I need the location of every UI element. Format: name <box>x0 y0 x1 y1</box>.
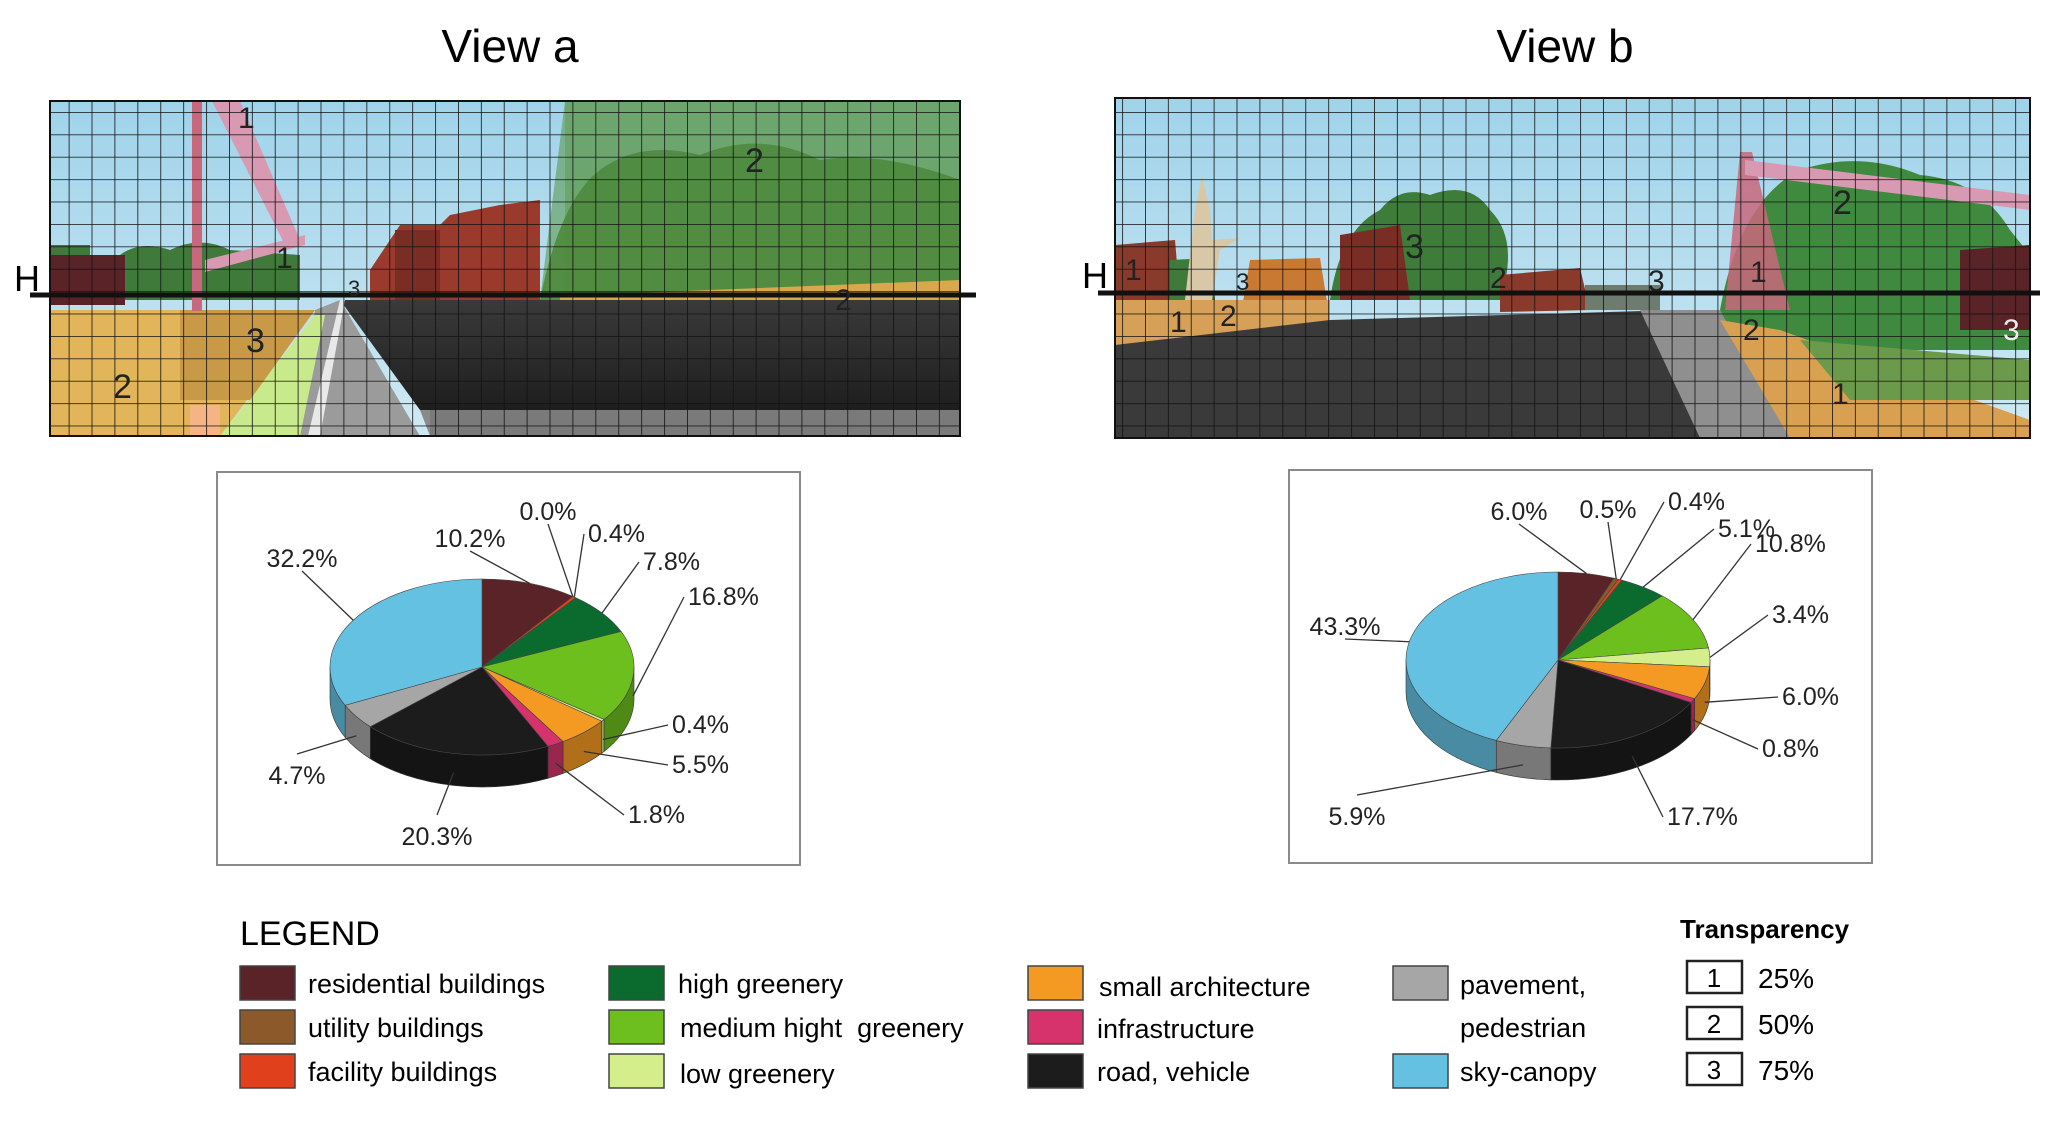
view-b-zone-label: 2 <box>1490 262 1507 295</box>
legend-swatch <box>1028 966 1083 1000</box>
pie-data-label: 10.8% <box>1755 530 1826 558</box>
transparency-key-label: 2 <box>1707 1009 1721 1039</box>
legend-title: LEGEND <box>240 915 380 953</box>
view-a-zone-label: 3 <box>348 276 360 301</box>
view-a-zone-label: 1 <box>238 102 255 135</box>
view-b-zone-label: 1 <box>1170 306 1187 339</box>
pie-data-label: 0.4% <box>588 520 645 548</box>
view-a-zone-label: 3 <box>246 322 265 360</box>
pie-data-label: 16.8% <box>688 583 759 611</box>
transparency-value: 25% <box>1758 963 1814 994</box>
transparency-value: 50% <box>1758 1009 1814 1040</box>
view-b-panorama: H 1 1 1 1 2 2 2 2 3 3 3 3 <box>1082 98 2040 438</box>
pie-data-label: 4.7% <box>269 762 326 790</box>
legend-label: low greenery <box>680 1059 835 1089</box>
transparency-key-label: 3 <box>1707 1055 1721 1085</box>
view-b: View b <box>1082 20 2040 863</box>
pie-data-label: 6.0% <box>1491 498 1548 526</box>
view-a-zone-label: 2 <box>745 142 764 180</box>
legend-label: infrastructure <box>1097 1014 1255 1044</box>
pie-slice-side <box>602 719 604 753</box>
pie-data-label: 0.4% <box>1668 488 1725 516</box>
view-a-horizon-label: H <box>14 258 40 299</box>
legend-label: road, vehicle <box>1097 1057 1250 1087</box>
view-a-title: View a <box>441 20 579 72</box>
view-a: View a <box>14 20 976 865</box>
legend-swatch <box>1393 1054 1448 1088</box>
pie-data-label: 0.0% <box>520 498 577 526</box>
view-b-zone-label: 2 <box>1220 300 1237 333</box>
pie-data-label: 7.8% <box>643 548 700 576</box>
pie-data-label: 0.8% <box>1762 735 1819 763</box>
pie-data-label: 43.3% <box>1310 613 1381 641</box>
legend-label: pavement, <box>1460 970 1586 1000</box>
legend-swatch <box>240 966 295 1000</box>
legend: LEGEND residential buildings utility bui… <box>240 915 1597 1089</box>
legend-label: residential buildings <box>308 969 545 999</box>
legend-label: small architecture <box>1099 972 1311 1002</box>
pie-data-label: 10.2% <box>435 525 506 553</box>
view-b-zone-label: 3 <box>1648 265 1665 298</box>
legend-label: sky-canopy <box>1460 1057 1597 1087</box>
view-b-title: View b <box>1496 20 1633 72</box>
pie-slice-side <box>1691 699 1695 735</box>
transparency-title: Transparency <box>1680 914 1850 944</box>
legend-label: high greenery <box>678 969 844 999</box>
view-a-zone-label: 2 <box>835 284 852 317</box>
transparency-key-label: 1 <box>1707 963 1721 993</box>
pie-slice-side <box>548 741 563 778</box>
legend-swatch <box>609 1054 664 1088</box>
view-b-zone-label: 3 <box>2003 314 2020 347</box>
pie-data-label: 20.3% <box>402 823 473 851</box>
view-b-horizon-label: H <box>1082 255 1108 296</box>
pie-data-label: 5.9% <box>1329 803 1386 831</box>
legend-swatch <box>1393 966 1448 1000</box>
pie-data-label: 32.2% <box>267 545 338 573</box>
view-b-zone-label: 3 <box>1236 269 1249 296</box>
pie-data-label: 0.5% <box>1580 496 1637 524</box>
legend-label: facility buildings <box>308 1057 497 1087</box>
pie-data-label: 0.4% <box>672 711 729 739</box>
legend-swatch <box>240 1010 295 1044</box>
pie-data-label: 5.5% <box>672 751 729 779</box>
legend-swatch <box>240 1054 295 1088</box>
view-a-zone-label: 1 <box>276 242 293 275</box>
view-a-zone-label: 2 <box>113 368 132 406</box>
transparency-value: 75% <box>1758 1055 1814 1086</box>
legend-swatch <box>1028 1010 1083 1044</box>
pie-data-label: 6.0% <box>1782 683 1839 711</box>
pie-data-label: 17.7% <box>1667 803 1738 831</box>
pie-data-label: 3.4% <box>1772 601 1829 629</box>
view-b-zone-label: 3 <box>1405 228 1424 266</box>
pie-data-label: 1.8% <box>628 801 685 829</box>
legend-label: medium hight greenery <box>680 1013 964 1043</box>
legend-swatch <box>1028 1054 1083 1088</box>
legend-label: utility buildings <box>308 1013 484 1043</box>
view-b-zone-label: 1 <box>1832 378 1849 411</box>
view-b-zone-label: 2 <box>1833 184 1852 222</box>
view-b-zone-label: 1 <box>1125 254 1142 287</box>
view-b-zone-label: 1 <box>1750 256 1767 289</box>
legend-swatch <box>609 966 664 1000</box>
legend-swatch <box>609 1010 664 1044</box>
legend-label-line2: pedestrian <box>1460 1013 1586 1043</box>
transparency-key: Transparency 1 25% 2 50% 3 75% <box>1680 914 1850 1086</box>
view-a-panorama: H 1 1 2 2 2 3 3 <box>14 101 976 436</box>
view-b-zone-label: 2 <box>1743 314 1760 347</box>
